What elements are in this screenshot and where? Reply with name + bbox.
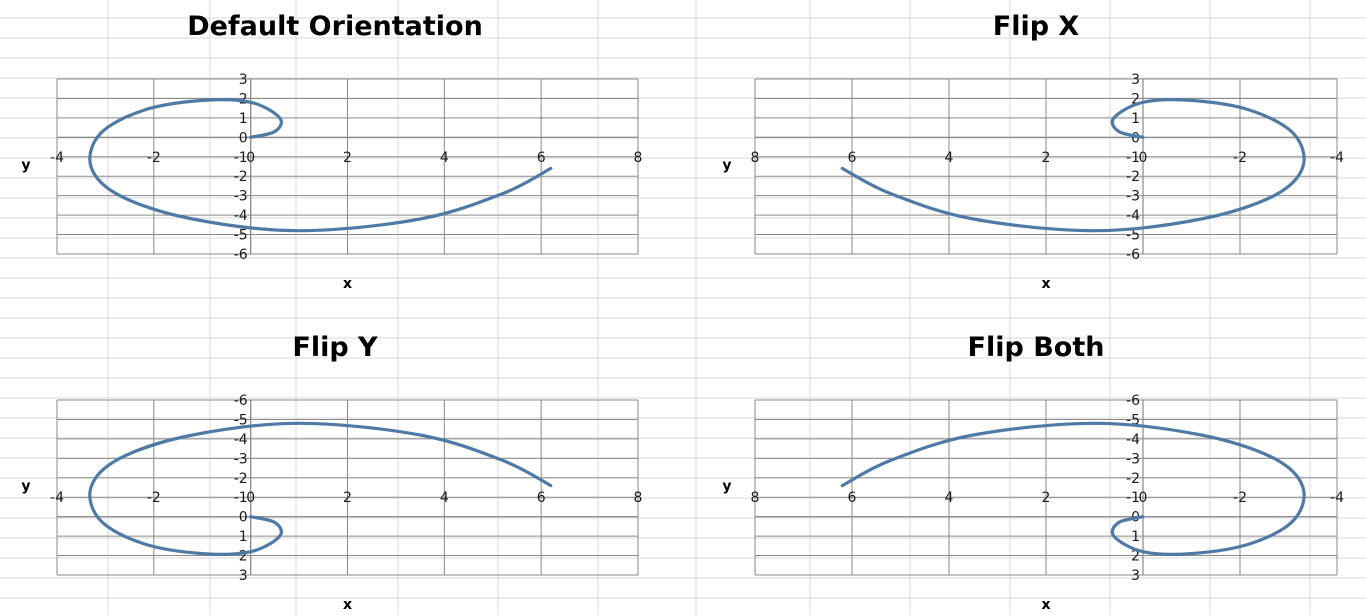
- y-tick-label: -3: [1126, 451, 1140, 467]
- x-axis-title: x: [343, 276, 352, 292]
- y-tick-label: -3: [1126, 189, 1140, 205]
- y-tick-label: -2: [234, 471, 248, 487]
- y-axis-title: y: [722, 158, 731, 174]
- y-axis-title: y: [21, 479, 30, 495]
- x-tick-label: 2: [343, 150, 352, 166]
- x-tick-label: -4: [50, 150, 64, 166]
- y-tick-label: 1: [1131, 529, 1140, 545]
- y-tick-label: -2: [1126, 169, 1140, 185]
- y-tick-label: 2: [1131, 91, 1140, 107]
- y-tick-label: 0: [1131, 130, 1140, 146]
- x-axis-title: x: [1041, 276, 1050, 292]
- y-tick-label: -1: [234, 490, 248, 506]
- series-line-1: [88, 421, 553, 556]
- x-axis-title: x: [1041, 597, 1050, 613]
- x-tick-label: -4: [1330, 150, 1344, 166]
- series-line-1: [840, 98, 1306, 233]
- x-tick-label: 2: [1042, 150, 1051, 166]
- x-tick-label: -2: [1233, 490, 1247, 506]
- y-tick-label: -5: [234, 412, 248, 428]
- y-tick-label: -6: [234, 393, 248, 409]
- x-tick-label: 8: [751, 150, 760, 166]
- x-tick-label: 0: [1139, 150, 1148, 166]
- y-tick-label: -1: [234, 150, 248, 166]
- y-tick-label: -3: [234, 189, 248, 205]
- series-line-1: [88, 98, 553, 233]
- x-tick-label: -2: [1233, 150, 1247, 166]
- x-tick-label: 8: [751, 490, 760, 506]
- y-tick-label: 3: [1131, 568, 1140, 584]
- x-tick-label: 6: [848, 490, 857, 506]
- x-tick-label: 2: [1042, 490, 1051, 506]
- y-tick-label: -4: [1126, 432, 1140, 448]
- x-tick-label: 6: [848, 150, 857, 166]
- x-axis-title: x: [343, 597, 352, 613]
- y-tick-label: 2: [239, 549, 248, 565]
- chart-title: Flip Y: [292, 332, 378, 363]
- x-tick-label: 6: [537, 490, 546, 506]
- y-tick-label: 1: [239, 529, 248, 545]
- y-tick-label: 1: [1131, 111, 1140, 127]
- y-tick-label: -4: [234, 432, 248, 448]
- x-tick-label: 8: [634, 490, 643, 506]
- series-line-1: [840, 421, 1306, 556]
- y-tick-label: -1: [1126, 150, 1140, 166]
- y-tick-label: -6: [1126, 247, 1140, 263]
- y-tick-label: -5: [234, 228, 248, 244]
- y-tick-label: -6: [234, 247, 248, 263]
- y-tick-label: 0: [239, 510, 248, 526]
- x-tick-label: 4: [440, 150, 449, 166]
- x-tick-label: 4: [440, 490, 449, 506]
- x-tick-label: -4: [1330, 490, 1344, 506]
- x-tick-label: 4: [945, 150, 954, 166]
- x-tick-label: -2: [147, 490, 161, 506]
- y-tick-label: -6: [1126, 393, 1140, 409]
- y-tick-label: 3: [239, 72, 248, 88]
- y-axis-title: y: [722, 479, 731, 495]
- y-tick-label: -2: [1126, 471, 1140, 487]
- x-tick-label: 6: [537, 150, 546, 166]
- x-tick-label: 2: [343, 490, 352, 506]
- y-tick-label: -4: [234, 208, 248, 224]
- y-axis-title: y: [21, 158, 30, 174]
- x-tick-label: -2: [147, 150, 161, 166]
- chart-title: Flip Both: [968, 332, 1105, 363]
- chart-title: Default Orientation: [187, 11, 483, 42]
- y-tick-label: -5: [1126, 228, 1140, 244]
- x-tick-label: 0: [246, 150, 255, 166]
- y-tick-label: 1: [239, 111, 248, 127]
- y-tick-label: 0: [239, 130, 248, 146]
- y-tick-label: -3: [234, 451, 248, 467]
- chart-title: Flip X: [993, 11, 1080, 42]
- y-tick-label: -1: [1126, 490, 1140, 506]
- y-tick-label: -2: [234, 169, 248, 185]
- x-tick-label: 4: [945, 490, 954, 506]
- x-tick-label: 8: [634, 150, 643, 166]
- y-tick-label: -4: [1126, 208, 1140, 224]
- y-tick-label: 2: [1131, 549, 1140, 565]
- x-tick-label: -4: [50, 490, 64, 506]
- y-tick-label: 3: [1131, 72, 1140, 88]
- x-tick-label: 0: [1139, 490, 1148, 506]
- x-tick-label: 0: [246, 490, 255, 506]
- y-tick-label: 3: [239, 568, 248, 584]
